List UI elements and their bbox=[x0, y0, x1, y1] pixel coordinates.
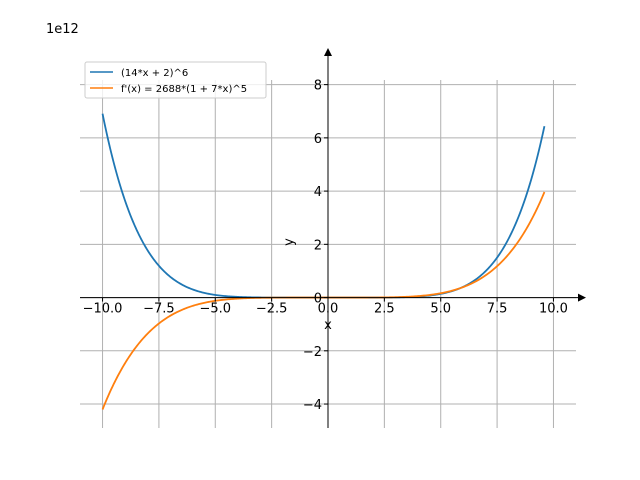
x-tick-label: −7.5 bbox=[143, 302, 175, 317]
legend-label-series-1: (14*x + 2)^6 bbox=[121, 68, 188, 79]
legend-label-series-2: f'(x) = 2688*(1 + 7*x)^5 bbox=[121, 84, 247, 95]
x-tick-label: −5.0 bbox=[199, 302, 231, 317]
y-tick-label: 4 bbox=[314, 185, 322, 200]
y-offset-text: 1e12 bbox=[46, 22, 79, 37]
x-tick-label: 7.5 bbox=[487, 302, 508, 317]
y-tick-label: −4 bbox=[303, 398, 322, 413]
x-axis-arrow bbox=[578, 293, 586, 302]
x-ticks: −10.0 −7.5 −5.0 −2.5 0.0 2.5 5.0 7.5 10.0 bbox=[83, 297, 568, 317]
legend: (14*x + 2)^6 f'(x) = 2688*(1 + 7*x)^5 bbox=[84, 61, 267, 99]
y-tick-label: 0 bbox=[314, 292, 322, 307]
y-axis-arrow bbox=[324, 48, 332, 56]
x-tick-label: 0.0 bbox=[318, 302, 339, 317]
legend-frame bbox=[84, 61, 267, 99]
y-axis-label: y bbox=[282, 238, 297, 246]
x-axis-label: x bbox=[324, 318, 332, 333]
y-tick-label: 8 bbox=[314, 79, 322, 94]
x-tick-label: 2.5 bbox=[374, 302, 395, 317]
y-tick-label: −2 bbox=[303, 345, 322, 360]
x-tick-label: −10.0 bbox=[83, 302, 123, 317]
y-ticks: −4 −2 0 2 4 6 8 bbox=[303, 79, 328, 413]
y-tick-label: 2 bbox=[314, 238, 322, 253]
x-tick-label: −2.5 bbox=[256, 302, 288, 317]
y-tick-label: 6 bbox=[314, 132, 322, 147]
x-tick-label: 5.0 bbox=[430, 302, 451, 317]
x-tick-label: 10.0 bbox=[539, 302, 568, 317]
